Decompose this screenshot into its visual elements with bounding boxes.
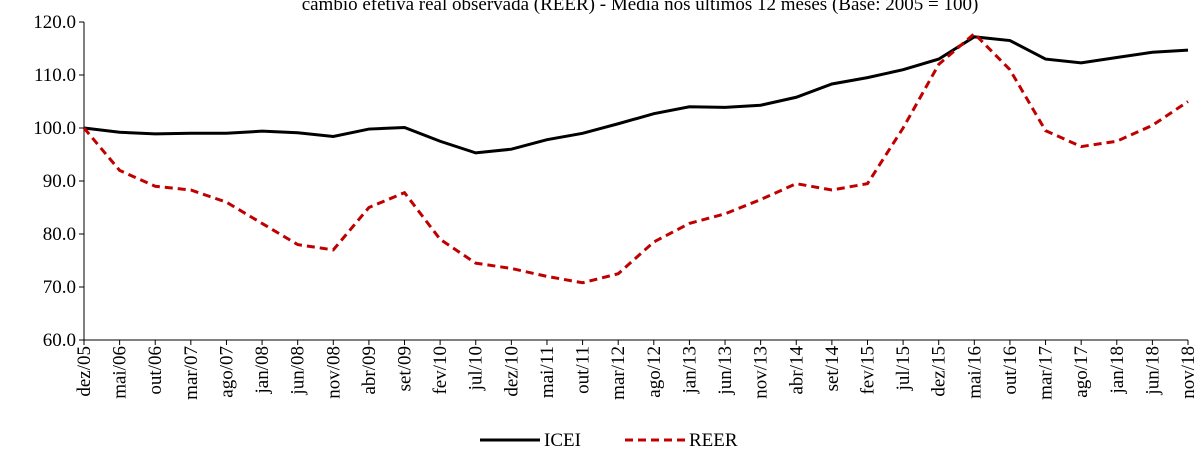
x-tick-label: fev/15 <box>857 346 878 395</box>
x-tick-label: mai/11 <box>537 346 558 398</box>
y-tick-label: 110.0 <box>34 65 76 86</box>
x-tick-label: abr/09 <box>359 346 380 395</box>
x-tick-label: mar/07 <box>181 346 202 400</box>
x-tick-label: ago/12 <box>644 346 665 398</box>
x-tick-label: nov/13 <box>751 346 772 399</box>
x-tick-label: fev/10 <box>430 346 451 395</box>
y-tick-label: 60.0 <box>43 330 76 351</box>
x-tick-label: mai/06 <box>110 346 131 399</box>
x-tick-label: out/11 <box>573 346 594 394</box>
x-tick-label: jul/10 <box>466 346 487 391</box>
x-tick-label: ago/07 <box>216 346 237 398</box>
x-tick-label: ago/17 <box>1071 346 1092 398</box>
y-tick-label: 100.0 <box>33 118 76 139</box>
x-tick-label: out/06 <box>145 346 166 395</box>
x-tick-label: mai/16 <box>964 346 985 399</box>
y-tick-label: 120.0 <box>33 12 76 33</box>
line-series <box>83 35 1189 155</box>
x-tick-label: jan/08 <box>252 346 273 395</box>
y-tick-label: 80.0 <box>43 224 76 245</box>
x-tick-label: dez/15 <box>929 346 950 397</box>
line-series <box>82 31 1189 285</box>
y-tick-label: 90.0 <box>43 171 76 192</box>
x-tick-label: mar/12 <box>608 346 629 400</box>
y-tick-label: 70.0 <box>43 277 76 298</box>
legend-label: ICEI <box>544 430 581 451</box>
x-tick-label: jun/18 <box>1142 346 1163 396</box>
legend-label: REER <box>689 430 738 451</box>
chart-title: câmbio efetiva real observada (REER) - M… <box>302 0 979 15</box>
x-tick-label: mar/17 <box>1036 346 1057 400</box>
x-tick-label: nov/08 <box>323 346 344 399</box>
x-tick-label: jun/08 <box>288 346 309 396</box>
x-tick-label: set/09 <box>395 346 416 391</box>
x-tick-label: set/14 <box>822 346 843 392</box>
x-tick-label: jan/13 <box>679 346 700 395</box>
x-tick-label: dez/05 <box>74 346 95 397</box>
x-tick-label: jul/15 <box>893 346 914 391</box>
x-tick-label: abr/14 <box>786 346 807 395</box>
x-tick-label: out/16 <box>1000 346 1021 395</box>
x-tick-label: dez/10 <box>501 346 522 397</box>
x-tick-label: nov/18 <box>1178 346 1197 399</box>
x-tick-label: jun/13 <box>715 346 736 396</box>
x-tick-label: jan/18 <box>1107 346 1128 395</box>
